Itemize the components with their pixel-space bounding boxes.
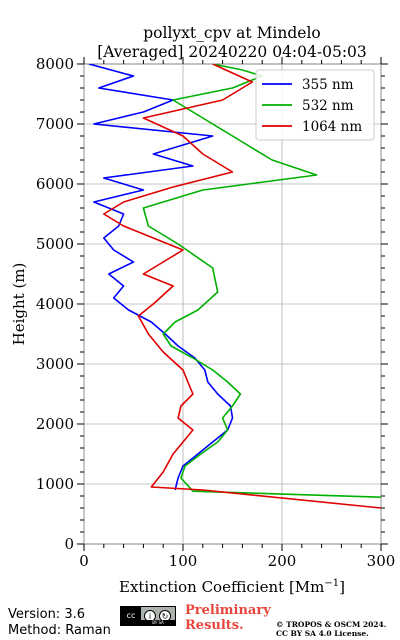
chart-subtitle: [Averaged] 20240220 04:04-05:03	[97, 43, 367, 61]
y-tick-label: 6000	[36, 175, 74, 193]
legend-entry: 1064 nm	[302, 119, 362, 135]
series-line-532-nm	[142, 64, 381, 498]
y-tick-label: 8000	[36, 55, 74, 73]
version-text: Version: 3.6	[8, 607, 85, 622]
series-layer	[88, 64, 381, 509]
y-tick-label: 4000	[36, 295, 74, 313]
x-axis-label: Extinction Coefficient [Mm−1]	[119, 578, 345, 596]
y-tick-label: 3000	[36, 355, 74, 373]
x-axis-label-superscript: −1	[324, 578, 339, 589]
x-tick-label: 0	[79, 552, 89, 570]
y-tick-label: 2000	[36, 415, 74, 433]
y-tick-label: 7000	[36, 115, 74, 133]
chart-title: pollyxt_cpv at Mindelo	[143, 24, 321, 42]
legend-entry: 355 nm	[302, 77, 354, 93]
cc-logo-icon: cc	[121, 607, 141, 625]
footer-info: Version: 3.6 Method: Raman	[8, 607, 111, 639]
x-tick-label: 200	[268, 552, 297, 570]
copyright-line-2: CC BY SA 4.0 License.	[276, 629, 369, 638]
legend: 355 nm 532 nm 1064 nm	[255, 69, 375, 141]
y-axis-label: Height (m)	[10, 263, 28, 346]
ticks	[77, 57, 388, 551]
x-axis-label-main: Extinction Coefficient [Mm	[119, 578, 324, 596]
grid	[83, 63, 382, 545]
legend-entry: 532 nm	[302, 98, 354, 114]
preliminary-line-1: Preliminary	[185, 603, 271, 618]
plot-area	[77, 57, 388, 551]
y-tick-label: 5000	[36, 235, 74, 253]
copyright-note: © TROPOS & OSCM 2024. CC BY SA 4.0 Licen…	[276, 620, 386, 638]
copyright-line-1: © TROPOS & OSCM 2024.	[276, 620, 387, 629]
x-tick-label: 100	[169, 552, 198, 570]
x-tick-label: 300	[367, 552, 396, 570]
legend-box	[255, 69, 375, 141]
series-line-355-nm	[88, 64, 234, 491]
y-tick-label: 1000	[36, 475, 74, 493]
cc-license-badge: cc i ↻ BY SA	[120, 606, 176, 626]
y-tick-label: 0	[64, 535, 74, 553]
method-text: Method: Raman	[8, 623, 111, 638]
cc-badge-text: BY SA	[141, 620, 175, 625]
preliminary-line-2: Results.	[185, 618, 244, 633]
x-axis-label-end: ]	[339, 578, 345, 596]
preliminary-results-note: Preliminary Results.	[185, 603, 271, 633]
series-line-1064-nm	[103, 64, 381, 509]
attribution-icon: i	[144, 610, 156, 622]
